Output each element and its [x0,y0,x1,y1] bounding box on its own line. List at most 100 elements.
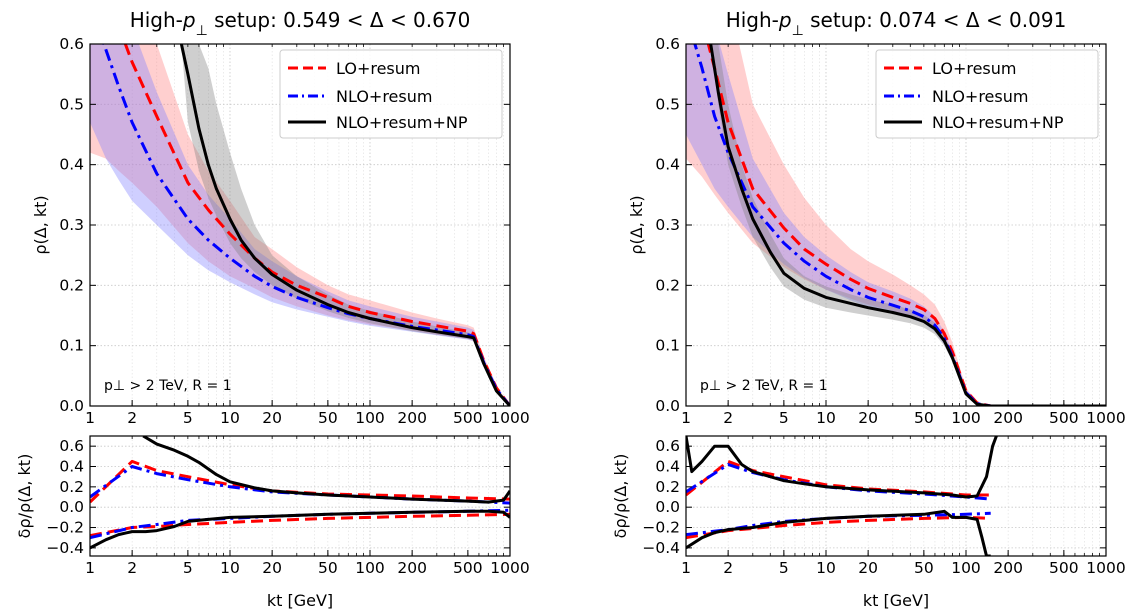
x-tick-label: 1 [85,559,95,577]
y-tick-label: 0.6 [59,35,84,53]
x-tick-label: 2 [723,409,733,427]
x-axis-label-right: kt [GeV] [863,591,929,610]
x-tick-label: 10 [816,559,836,577]
x-tick-label: 500 [1049,409,1079,427]
y-tick-label: 0.2 [59,478,84,496]
annotation-left: p⊥ > 2 TeV, R = 1 [104,378,232,394]
y-tick-label: 0.6 [655,437,680,455]
y-tick-label: 0.0 [59,397,84,415]
x-tick-label: 1000 [490,559,529,577]
legend-label-nlo-resum-np: NLO+resum+NP [932,113,1064,132]
y-tick-label: 0.1 [655,337,680,355]
plot-area [686,436,998,556]
x-tick-label: 5 [779,559,789,577]
x-tick-label: 1 [681,559,691,577]
y-tick-label: 0.3 [59,216,84,234]
x-tick-label: 5 [183,559,193,577]
axes-frame [89,435,511,557]
x-tick-label: 200 [397,409,427,427]
y-tick-label: 0.5 [59,95,84,113]
y-tick-label: −0.4 [46,539,84,557]
x-tick-label: 500 [453,409,483,427]
main-plot-right: 1 2 5 10 20 50 100 200 500 1000 0.0 0.1 0.2 0.3 0.4 0.5… [655,35,1125,427]
y-axis-label-ratio-left: δρ/ρ(Δ, kt) [15,454,34,539]
band-lo-resum [90,44,510,406]
y-axis-label-main-right: ρ(Δ, kt) [627,195,646,254]
legend-box [875,49,1099,139]
y-axis-label-ratio-right: δρ/ρ(Δ, kt) [611,454,630,539]
x-tick-label: 200 [993,409,1023,427]
line-lo-resum-upper [90,459,510,504]
line-nlo-resum-upper [90,465,510,505]
x-tick-label: 1000 [1086,559,1125,577]
x-tick-label: 5 [779,409,789,427]
x-tick-label: 1 [681,409,691,427]
band-nlo-resum [90,44,510,406]
y-tick-label: −0.2 [46,519,84,537]
line-nlo-resum-np-lower [90,509,510,550]
y-axis-label-main-left: ρ(Δ, kt) [31,195,50,254]
y-tick-label: 0.6 [59,437,84,455]
axes-frame [685,435,1107,557]
y-tick-label: 0.2 [655,478,680,496]
panel-title-left: High-p⊥ setup: 0.549 < Δ < 0.670 [130,8,471,39]
ratio-plot-left: 1 2 5 10 20 50 100 200 500 1000 −0.4 −0.2 0.0 0.2 0.4 0… [46,435,530,577]
plot-area [90,436,510,550]
x-axis-label-left: kt [GeV] [267,591,333,610]
y-tick-label: 0.4 [655,458,680,476]
x-tick-label: 500 [453,559,483,577]
y-tick-label: 0.0 [655,498,680,516]
x-tick-label: 2 [723,559,733,577]
x-tick-label: 1000 [1086,409,1125,427]
x-tick-label: 1000 [490,409,529,427]
y-tick-label: 0.4 [59,458,84,476]
ratio-plot-right: 1 2 5 10 20 50 100 200 500 1000 −0.4 −0.2 0.0 0.2 0.4 0… [642,435,1126,577]
y-tick-label: 0.5 [655,95,680,113]
x-tick-label: 100 [951,409,981,427]
x-tick-label: 50 [318,559,338,577]
x-tick-label: 50 [914,559,934,577]
y-tick-label: −0.4 [642,539,680,557]
line-nlo-resum-np-upper [686,436,998,499]
x-tick-label: 500 [1049,559,1079,577]
x-tick-label: 20 [262,409,282,427]
y-tick-label: 0.6 [655,35,680,53]
x-tick-label: 2 [127,559,137,577]
x-tick-label: 200 [397,559,427,577]
y-tick-label: 0.3 [655,216,680,234]
x-tick-label: 1 [85,409,95,427]
legend-right: LO+resum NLO+resum NLO+resum+NP [875,49,1099,139]
y-tick-label: −0.2 [642,519,680,537]
panel-title-right: High-p⊥ setup: 0.074 < Δ < 0.091 [726,8,1067,39]
y-tick-label: 0.4 [59,156,84,174]
x-tick-label: 50 [318,409,338,427]
plot-area [686,44,1106,406]
x-tick-label: 50 [914,409,934,427]
x-tick-label: 100 [355,409,385,427]
x-tick-label: 10 [220,409,240,427]
line-lo-resum [123,44,510,406]
y-tick-label: 0.0 [59,498,84,516]
x-tick-label: 100 [355,559,385,577]
legend-box [279,49,503,139]
legend-label-nlo-resum: NLO+resum [932,87,1028,106]
y-tick-label: 0.0 [655,397,680,415]
line-nlo-resum-np [179,44,510,406]
legend-label-lo-resum: LO+resum [336,59,420,78]
legend-label-nlo-resum-np: NLO+resum+NP [336,113,468,132]
line-nlo-resum [693,44,1106,406]
x-tick-label: 200 [993,559,1023,577]
line-nlo-resum-np-lower [686,509,991,556]
x-tick-label: 20 [858,559,878,577]
x-tick-label: 20 [262,559,282,577]
line-nlo-resum-np-upper [142,436,510,504]
legend-label-lo-resum: LO+resum [932,59,1016,78]
annotation-right: p⊥ > 2 TeV, R = 1 [700,378,828,394]
legend-left: LO+resum NLO+resum NLO+resum+NP [279,49,503,139]
y-tick-label: 0.4 [655,156,680,174]
x-tick-label: 5 [183,409,193,427]
line-lo-resum-lower [90,512,510,538]
x-tick-label: 2 [127,409,137,427]
y-tick-label: 0.1 [59,337,84,355]
